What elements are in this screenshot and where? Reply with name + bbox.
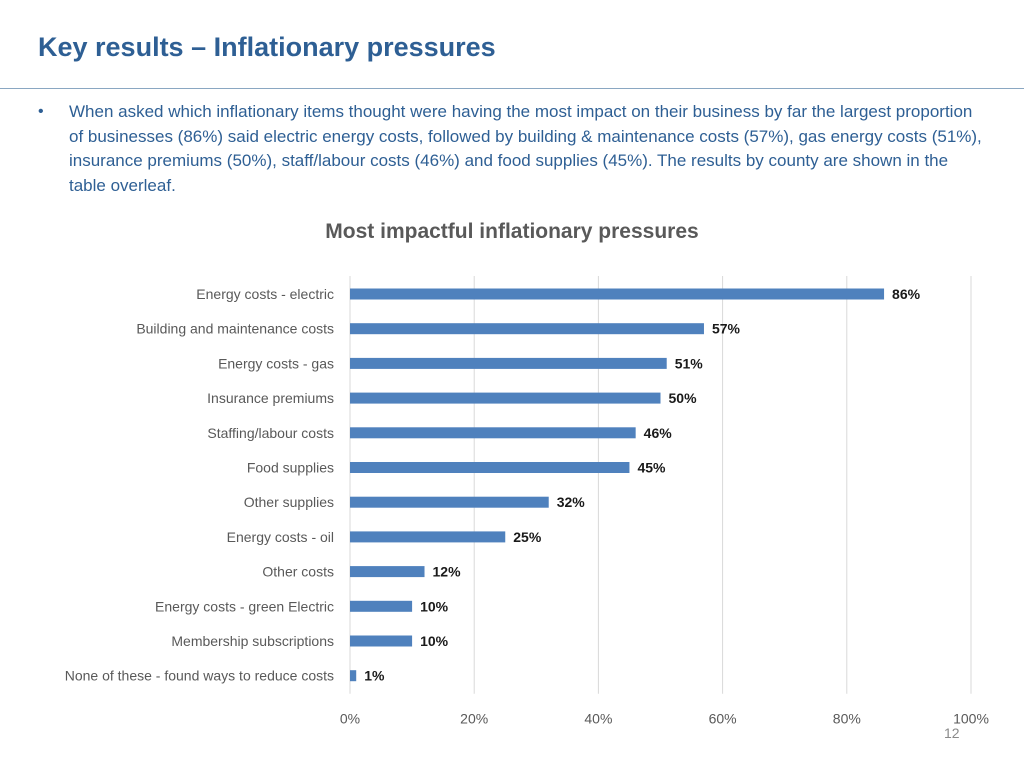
category-label: Food supplies xyxy=(247,460,334,476)
data-label: 86% xyxy=(892,286,921,302)
data-label: 10% xyxy=(420,598,449,614)
category-label: Staffing/labour costs xyxy=(207,425,334,441)
slide-title: Key results – Inflationary pressures xyxy=(38,32,496,62)
bar xyxy=(350,600,413,612)
category-label: Insurance premiums xyxy=(207,390,334,406)
bar xyxy=(350,323,704,335)
data-label: 12% xyxy=(433,564,462,580)
data-label: 1% xyxy=(364,668,385,684)
category-labels: Energy costs - electric Building and main… xyxy=(65,286,334,684)
category-label: Building and maintenance costs xyxy=(136,321,334,337)
category-label: Other costs xyxy=(262,564,334,580)
data-label: 10% xyxy=(420,633,449,649)
bullet-paragraph: When asked which inflationary items thou… xyxy=(69,102,982,195)
bar-chart: Energy costs - electric Building and main… xyxy=(65,276,989,727)
page-number: 12 xyxy=(944,725,960,741)
bar xyxy=(350,670,357,682)
data-label: 45% xyxy=(637,460,666,476)
category-label: None of these - found ways to reduce cos… xyxy=(65,668,334,684)
x-tick-label: 100% xyxy=(953,711,989,727)
category-label: Energy costs - oil xyxy=(227,529,334,545)
bar xyxy=(350,392,661,404)
data-label: 32% xyxy=(557,494,586,510)
bar xyxy=(350,357,667,369)
category-label: Energy costs - green Electric xyxy=(155,598,334,614)
category-label: Other supplies xyxy=(244,494,334,510)
x-tick-label: 60% xyxy=(709,711,737,727)
bar xyxy=(350,462,630,473)
chart-title: Most impactful inflationary pressures xyxy=(325,220,699,243)
data-label: 50% xyxy=(669,390,698,406)
x-tick-label: 80% xyxy=(833,711,861,727)
title-divider xyxy=(0,88,1024,89)
bar xyxy=(350,566,425,578)
bullet-marker: • xyxy=(38,103,44,120)
x-tick-label: 0% xyxy=(340,711,360,727)
data-label: 51% xyxy=(675,355,704,371)
category-label: Energy costs - gas xyxy=(218,355,334,371)
category-label: Energy costs - electric xyxy=(196,286,334,302)
data-label: 57% xyxy=(712,321,741,337)
x-tick-label: 40% xyxy=(584,711,612,727)
bar xyxy=(350,635,413,647)
x-axis-ticks: 0% 20% 40% 60% 80% 100% xyxy=(340,711,989,727)
category-label: Membership subscriptions xyxy=(171,633,334,649)
bar xyxy=(350,288,885,300)
bar xyxy=(350,531,506,543)
bar xyxy=(350,496,549,508)
data-label: 46% xyxy=(644,425,673,441)
data-label: 25% xyxy=(513,529,542,545)
bar xyxy=(350,427,636,439)
data-labels: 86% 57% 51% 50% 46% 45% 32% 25% 12% 10% 10% 1% xyxy=(364,286,920,684)
bars xyxy=(350,288,885,682)
gridlines xyxy=(349,276,972,694)
x-tick-label: 20% xyxy=(460,711,488,727)
